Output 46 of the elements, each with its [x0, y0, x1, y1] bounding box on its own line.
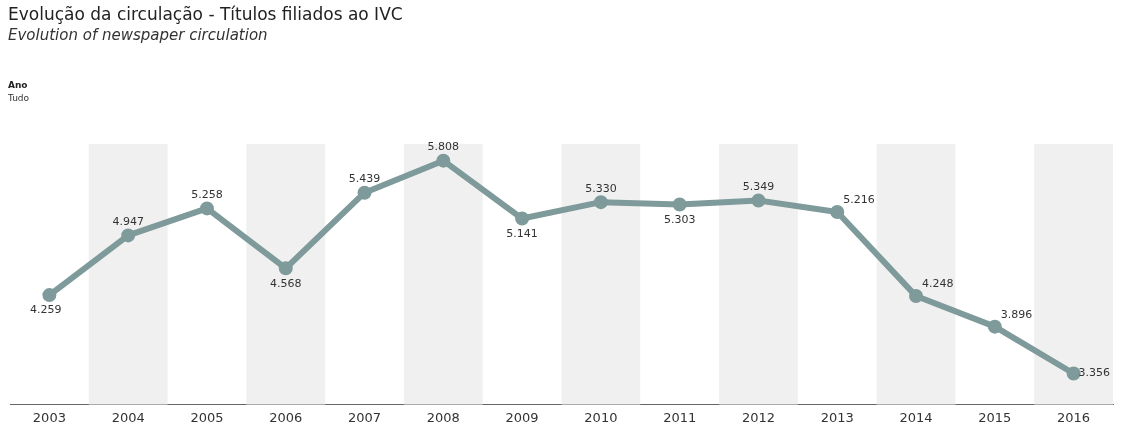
data-label: 5.349 [742, 179, 775, 193]
data-label: 5.808 [427, 140, 460, 154]
x-tick-label: 2014 [899, 409, 933, 425]
x-tick-label: 2003 [32, 409, 66, 425]
chart-subtitle: Evolution of newspaper circulation [8, 26, 268, 44]
point [42, 288, 57, 303]
data-label: 5.303 [663, 212, 696, 226]
point [909, 289, 924, 304]
x-tick-label: 2010 [584, 409, 618, 425]
x-tick-label: 2009 [505, 409, 539, 425]
chart-title: Evolução da circulação - Títulos filiados ao IVC [8, 4, 403, 24]
data-label: 5.330 [585, 181, 617, 195]
point [121, 228, 136, 243]
data-label: 5.216 [843, 193, 875, 207]
x-tick-label: 2008 [426, 409, 460, 425]
x-tick-label: 2016 [1057, 409, 1091, 425]
data-label: 4.947 [112, 214, 144, 228]
text: Ano [8, 80, 28, 90]
point [278, 261, 293, 276]
x-tick-label: 2007 [347, 409, 382, 425]
point [436, 153, 451, 168]
data-label: 3.896 [1000, 307, 1033, 321]
x-tick-label: 2011 [663, 409, 697, 425]
x-tick-label: 2005 [190, 409, 224, 425]
data-label: 4.568 [270, 276, 302, 290]
data-label: 4.248 [922, 277, 954, 291]
x-tick-label: 2013 [820, 409, 854, 425]
x-tick-label: 2004 [111, 409, 145, 425]
data-label: 5.141 [506, 226, 538, 240]
point [1066, 366, 1081, 381]
x-tick-label: 2006 [269, 409, 303, 425]
x-tick-label: 2012 [741, 409, 776, 425]
x-tick-label: 2015 [978, 409, 1012, 425]
point [515, 211, 530, 226]
point [751, 193, 766, 208]
point [672, 197, 687, 212]
point [199, 201, 214, 216]
data-label: 3.356 [1078, 366, 1111, 380]
data-label: 5.258 [191, 187, 223, 201]
point [593, 195, 608, 210]
point [830, 205, 845, 220]
data-label: 5.439 [348, 172, 381, 186]
point [357, 185, 372, 200]
text: Tudo [8, 93, 30, 103]
point [987, 319, 1002, 334]
data-label: 4.259 [29, 303, 62, 317]
